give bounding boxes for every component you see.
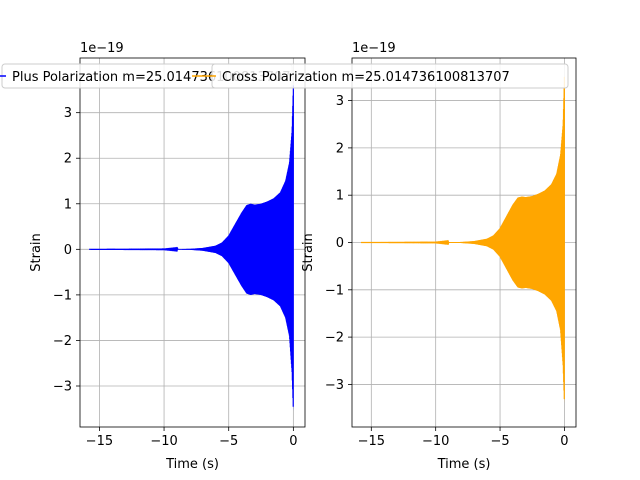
y-tick-label: 1: [336, 189, 344, 204]
x-tick-label: −5: [219, 434, 238, 449]
y-tick-label: 3: [64, 106, 72, 121]
y-tick-label: 1: [64, 197, 72, 212]
series-envelope-fill: [89, 85, 294, 412]
y-offset-text: 1e−19: [352, 41, 396, 56]
axes-frame: [79, 57, 306, 428]
y-axis-label: Strain: [301, 233, 316, 272]
x-axis-label: Time (s): [165, 457, 219, 472]
y-tick-label: 0: [64, 243, 72, 258]
y-offset-text: 1e−19: [80, 41, 124, 56]
legend-entry: Cross Polarization m=25.014736100813707: [222, 70, 510, 85]
y-tick-label: 0: [336, 236, 344, 251]
y-tick-label: −2: [53, 334, 72, 349]
x-tick-label: 0: [560, 434, 568, 449]
y-tick-label: 2: [64, 152, 72, 167]
series-envelope-fill: [361, 76, 565, 404]
x-tick-label: −15: [358, 434, 385, 449]
x-tick-label: 0: [289, 434, 297, 449]
legends: Plus Polarization m=25.014736100813707Cr…: [0, 63, 569, 89]
y-tick-label: −3: [53, 380, 72, 395]
y-axis-label: Strain: [29, 233, 44, 272]
x-tick-label: −5: [490, 434, 509, 449]
y-tick-label: −1: [53, 288, 72, 303]
x-tick-label: −10: [150, 434, 177, 449]
y-tick-label: 2: [336, 141, 344, 156]
x-tick-label: −10: [422, 434, 449, 449]
x-tick-label: −15: [86, 434, 113, 449]
y-tick-label: 3: [336, 94, 344, 109]
y-tick-label: −3: [325, 378, 344, 393]
y-tick-label: −2: [325, 331, 344, 346]
x-axis-label: Time (s): [437, 457, 491, 472]
y-tick-label: −1: [325, 283, 344, 298]
